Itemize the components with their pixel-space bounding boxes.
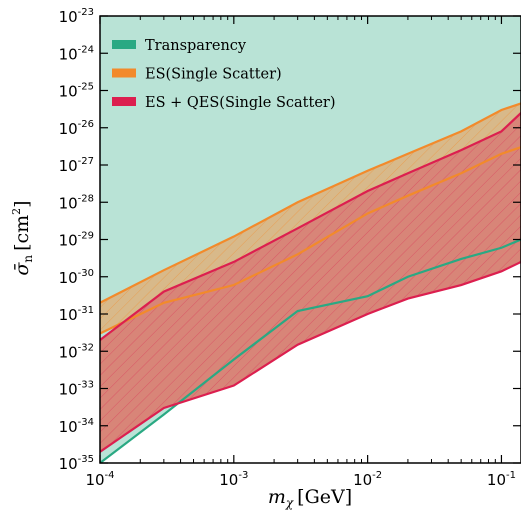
y-axis-label: σ̄n[cm2]: [10, 200, 35, 275]
y-tick-label: 10-29: [59, 231, 94, 250]
series-line-lower-1: [100, 146, 521, 335]
y-tick-label: 10-34: [59, 417, 94, 436]
series-hatch-2: [100, 112, 521, 452]
y-tick-label: 10-25: [59, 82, 94, 101]
y-tick-label: 10-26: [59, 119, 94, 138]
y-tick-label: 10-35: [59, 454, 94, 473]
y-tick-label: 10-23: [59, 7, 94, 26]
x-tick-label: 10-3: [219, 470, 248, 489]
legend-swatch: [112, 97, 136, 106]
y-axis: 10-35 10-34 10-33 10-32 10-31 10-30 10-29 10-28…: [59, 7, 521, 473]
x-axis: 10-4 10-3 10-2 10-1: [85, 16, 516, 489]
series-line-lower-0: [100, 238, 521, 463]
y-tick-label: 10-30: [59, 268, 94, 287]
x-tick-label: 10-2: [353, 470, 382, 489]
y-tick-label: 10-28: [59, 193, 94, 212]
x-tick-label: 10-1: [487, 470, 516, 489]
legend-label: ES + QES(Single Scatter): [145, 95, 336, 111]
legend-swatch: [112, 68, 136, 78]
y-tick-label: 10-33: [59, 380, 94, 399]
plot-area: [100, 16, 521, 463]
series-lines: [100, 102, 521, 463]
x-axis-label: mχ [GeV]: [268, 486, 352, 510]
series-line-upper-1: [100, 102, 521, 304]
series-line-upper-2: [100, 112, 521, 341]
y-tick-label: 10-31: [59, 305, 94, 324]
series-line-lower-2: [100, 260, 521, 453]
y-tick-label: 10-32: [59, 342, 94, 361]
legend-label: Transparency: [145, 38, 247, 54]
y-tick-label: 10-24: [59, 44, 94, 63]
legend-swatch: [112, 40, 136, 49]
legend-label: ES(Single Scatter): [145, 67, 282, 83]
x-tick-label: 10-4: [85, 470, 114, 489]
legend: Transparency ES(Single Scatter) ES + QES(S…: [112, 38, 336, 111]
y-tick-label: 10-27: [59, 156, 94, 175]
